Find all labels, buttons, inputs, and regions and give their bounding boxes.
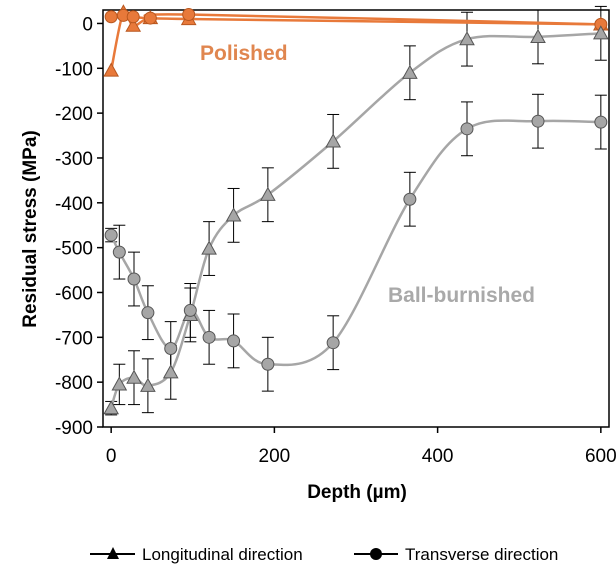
- y-tick-label: -700: [55, 328, 93, 349]
- data-point-ball-burnished-transverse: [261, 357, 275, 371]
- data-point-ball-burnished-transverse: [164, 342, 178, 356]
- series-lines: [109, 9, 601, 409]
- triangle-marker-icon: [107, 547, 119, 559]
- data-point-ball-burnished-longitudinal: [592, 25, 609, 40]
- data-point-ball-burnished-longitudinal: [459, 31, 475, 46]
- x-tick-label: 400: [422, 446, 454, 467]
- polished-annotation: Polished: [200, 42, 288, 65]
- y-tick-label: -600: [55, 283, 93, 304]
- legend-label-longitudinal: Longitudinal direction: [142, 545, 303, 564]
- data-point-ball-burnished-transverse: [326, 336, 340, 350]
- data-point-ball-burnished-longitudinal: [103, 400, 120, 415]
- data-point-ball-burnished-transverse: [403, 192, 417, 206]
- y-tick-label: -400: [55, 194, 93, 215]
- data-point-ball-burnished-transverse: [460, 122, 474, 136]
- axis-ticks: 0 200 400 600 0 -100 -200 -300 -400 -500 -600 -700 -…: [55, 14, 616, 467]
- ball-burnished-annotation: Ball-burnished: [388, 284, 535, 307]
- data-point-polished-longitudinal: [103, 62, 120, 77]
- legend-item-longitudinal: Longitudinal direction: [90, 545, 303, 564]
- data-point-polished-transverse: [126, 10, 140, 24]
- x-tick-label: 200: [259, 446, 291, 467]
- data-point-ball-burnished-longitudinal: [402, 64, 418, 79]
- data-point-polished-longitudinal: [125, 17, 142, 32]
- y-tick-label: -500: [55, 239, 93, 260]
- data-point-polished-transverse: [143, 11, 157, 25]
- y-tick-label: -200: [55, 104, 93, 125]
- legend-label-transverse: Transverse direction: [405, 545, 558, 564]
- legend-item-transverse: Transverse direction: [354, 545, 558, 564]
- data-point-ball-burnished-longitudinal: [140, 377, 156, 392]
- y-tick-label: 0: [82, 14, 93, 35]
- data-point-ball-burnished-longitudinal: [162, 364, 179, 379]
- data-point-ball-burnished-transverse: [141, 306, 155, 320]
- circle-marker-icon: [370, 548, 382, 560]
- data-point-polished-transverse: [182, 7, 196, 21]
- data-point-ball-burnished-transverse: [112, 245, 126, 259]
- data-point-polished-transverse: [104, 10, 118, 24]
- data-point-ball-burnished-transverse: [183, 303, 197, 317]
- data-point-ball-burnished-longitudinal: [260, 186, 276, 201]
- error-bars: [105, 5, 607, 416]
- y-tick-label: -900: [55, 418, 93, 439]
- series-line-ball-burnished-transverse: [110, 119, 601, 367]
- data-point-ball-burnished-transverse: [127, 272, 141, 286]
- data-point-ball-burnished-longitudinal: [111, 376, 128, 391]
- y-axis-title: Residual stress (MPa): [20, 130, 41, 327]
- data-point-ball-burnished-transverse: [227, 334, 241, 348]
- data-point-ball-burnished-longitudinal: [530, 28, 546, 44]
- legend: Longitudinal direction Transverse direct…: [90, 545, 558, 564]
- series-line-ball-burnished-longitudinal: [109, 32, 601, 409]
- y-tick-label: -100: [55, 59, 93, 80]
- plot-frame: [102, 9, 610, 428]
- data-markers: [103, 4, 609, 415]
- y-tick-label: -800: [55, 373, 93, 394]
- data-point-ball-burnished-longitudinal: [201, 240, 217, 255]
- data-point-ball-burnished-transverse: [202, 330, 216, 344]
- data-point-ball-burnished-transverse: [531, 114, 545, 128]
- x-tick-label: 600: [585, 446, 616, 467]
- plot-border: [102, 9, 610, 428]
- data-point-ball-burnished-transverse: [594, 115, 608, 129]
- data-point-ball-burnished-longitudinal: [225, 207, 242, 222]
- x-axis-title: Depth (µm): [307, 482, 407, 503]
- x-tick-label: 0: [106, 446, 117, 467]
- data-point-ball-burnished-transverse: [104, 228, 118, 242]
- data-point-ball-burnished-longitudinal: [325, 133, 341, 148]
- data-point-ball-burnished-longitudinal: [126, 369, 142, 384]
- y-tick-label: -300: [55, 149, 93, 170]
